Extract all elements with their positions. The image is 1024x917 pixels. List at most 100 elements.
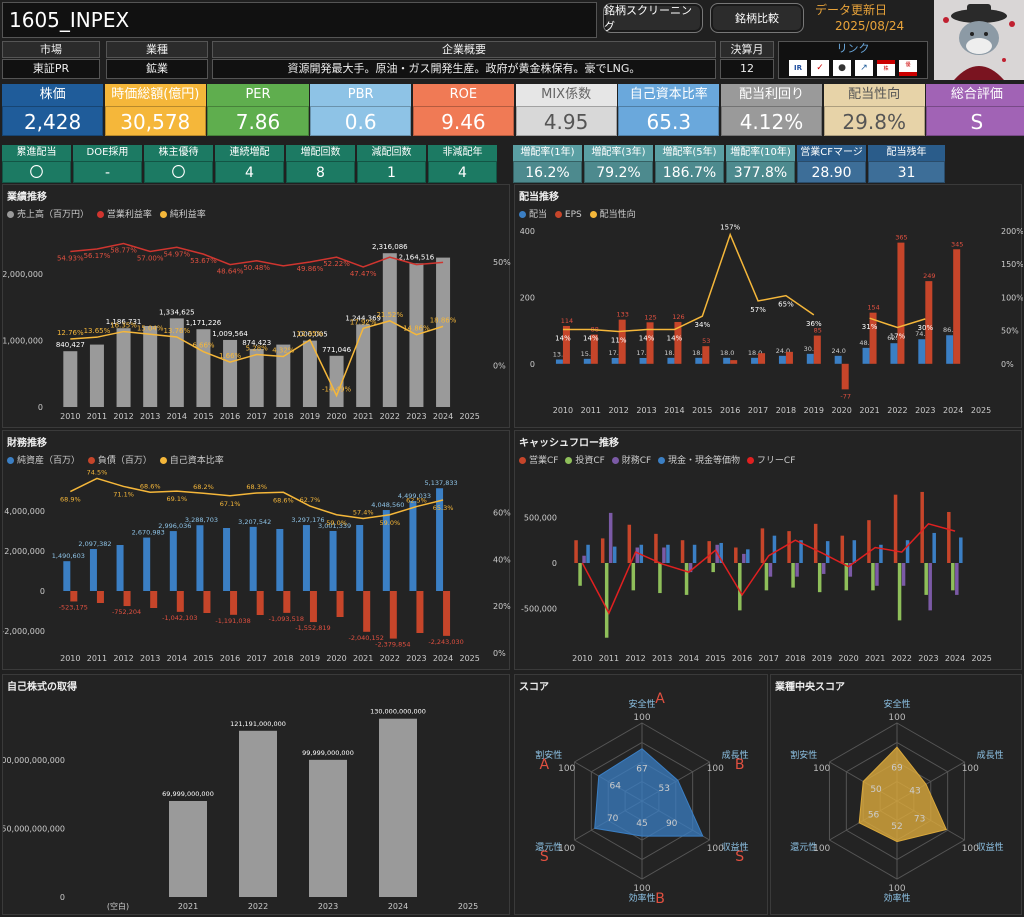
bar-cf [875,563,879,586]
x-tick-label: 2014 [664,406,684,415]
legend-item: 自己資本比率 [169,456,224,466]
bar-liability [123,591,131,607]
kabutan-news-link-icon[interactable]: 株 [877,60,895,76]
y-tick-label: 100,000,000,000 [3,756,65,765]
bar-equity [169,531,177,591]
market-value: 東証PR [2,59,100,79]
point-label: 54.97% [163,250,190,258]
radar-axis-label: 成長性 [977,749,1004,761]
screening-button[interactable]: 銘柄スクリーニング [603,3,703,33]
bar-liability [70,591,78,602]
radar-grade: S [735,849,744,865]
update-date: 2025/08/24 [835,19,905,33]
point-label: 5.28% [246,345,269,353]
bar-equity [63,561,71,591]
bar-dividend [723,357,731,364]
bar-equity [249,526,257,591]
bar-cf [905,540,910,563]
kpi-value: 65.3 [618,106,720,136]
bar-equity [356,525,364,591]
bar-label: -752,204 [112,608,141,616]
bar-cf [742,553,746,563]
x-tick-label: 2022 [380,412,400,421]
bar-eps [730,360,738,364]
radar-max-label: 100 [962,844,979,854]
point-label: 11% [611,336,627,344]
x-tick-label: 2016 [732,654,752,663]
industry-value: 鉱業 [106,59,208,79]
bar-eps [953,249,961,364]
bar-cf [959,537,963,563]
x-tick-label: 2023 [406,654,426,663]
x-tick-label: 2019 [804,406,824,415]
bar-cf [746,549,750,563]
x-tick-label: 2024 [433,654,453,663]
compare-button[interactable]: 銘柄比較 [710,3,804,33]
y2-tick-label: 50% [1001,327,1019,336]
y-tick-label: 0 [530,360,535,369]
bar-cf [787,531,791,563]
bar-label: 69,999,000,000 [162,790,214,798]
radar-max-label: 100 [633,884,650,894]
bar-liability [336,591,344,617]
bar-cf [799,540,803,563]
bar-label: 114 [561,317,573,325]
point-label: 53.67% [190,257,217,265]
chart-link-icon[interactable]: ↗ [855,60,873,76]
x-tick-label: 2011 [599,654,619,663]
bar-label: -1,191,038 [215,617,250,625]
legend-item: EPS [564,210,582,220]
bar-cf [821,563,826,574]
bar-liability [256,591,264,615]
bar-eps [562,325,570,364]
x-tick-label: 2017 [247,654,267,663]
stat-label: 減配回数 [357,145,426,161]
x-tick-label: 2011 [87,412,107,421]
x-tick-label: 2025 [972,654,992,663]
radar-grade: B [655,891,665,907]
point-label: -14.49% [322,386,352,394]
y-tick-label: 50,000,000,000 [3,824,65,833]
yutai-link-icon[interactable]: 優 [899,60,917,76]
kabutan-link-icon[interactable]: ✓ [811,60,829,76]
point-label: 52.22% [323,260,350,268]
x-tick-label: 2017 [748,406,768,415]
point-label: 68.3% [246,483,267,491]
point-label: 21.52% [376,311,403,319]
y2-tick-label: 20% [493,602,511,611]
irbank-link-icon[interactable]: IR [789,60,807,76]
x-tick-label: (空白) [107,901,129,911]
bar-liability [443,591,451,636]
bar-eps [646,322,654,364]
bar-cf [760,528,765,563]
bar-label: -1,552,819 [295,624,330,632]
bar-label: 345 [951,240,963,248]
radar-axis-label: 収益性 [977,841,1004,853]
bar-cf [719,542,723,563]
x-tick-label: 2018 [785,654,805,663]
bar-cf [612,546,617,563]
point-label: 62.7% [300,496,321,504]
y-tick-label: 0 [38,403,43,412]
bar-cf [791,563,795,588]
page-title: 1605_INPEX [2,2,597,38]
x-tick-label: 2021 [178,902,198,911]
bar-eps [674,321,682,364]
point-label: 71.1% [113,490,134,498]
stat-label: 増配率(5年) [655,145,724,161]
y2-tick-label: 0% [1001,360,1014,369]
y-tick-label: 400 [520,227,535,236]
radar-axis-label: 成長性 [722,749,749,761]
y2-tick-label: 40% [493,555,511,564]
radar-axis-label: 安全性 [628,698,655,710]
minkabu-link-icon[interactable]: ● [833,60,851,76]
x-tick-label: 2019 [812,654,832,663]
bar-dividend [946,335,954,364]
bar-dividend [611,357,619,364]
buyback-chart: 0 50,000,000,000 100,000,000,000 (空白) 2021 69… [3,708,478,911]
legend-item: 負債（百万） [97,456,152,466]
y2-tick-label: 0% [493,362,506,371]
bar-label: 18.0 [664,349,678,357]
bar-sales [223,339,238,407]
bar-eps [897,242,905,364]
